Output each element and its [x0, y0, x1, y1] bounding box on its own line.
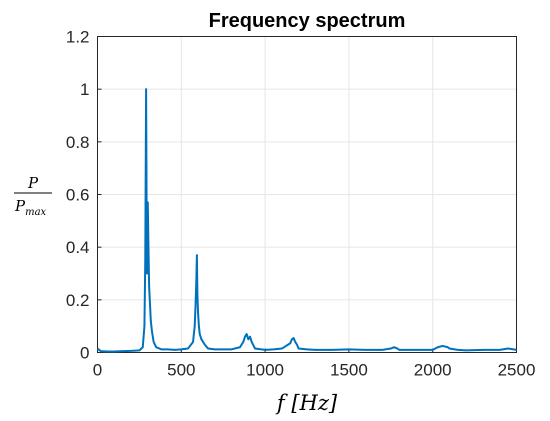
y-label-denominator-subscript: max: [25, 207, 46, 218]
y-label-denominator-base: P: [14, 197, 26, 215]
x-tick-label: 1000: [246, 361, 284, 380]
chart-title: Frequency spectrum: [209, 10, 406, 32]
axis-ticks: 0 500 1000 1500 2000 2500 0 0.2 0.4 0.6 0.8 1 1.2: [66, 28, 536, 380]
grid-lines: [97, 36, 517, 353]
y-tick-label: 0.2: [66, 291, 90, 310]
x-tick-label: 2000: [414, 361, 452, 380]
spectrum-line: [96, 88, 517, 353]
y-tick-label: 1.2: [66, 28, 90, 47]
y-tick-label: 0.4: [66, 238, 90, 257]
x-tick-label: 0: [93, 361, 102, 380]
y-tick-label: 1: [80, 80, 89, 99]
y-tick-label: 0.6: [66, 186, 90, 205]
x-tick-label: 1500: [330, 361, 368, 380]
y-label-numerator: P: [27, 174, 39, 192]
y-label-denominator: Pmax: [14, 197, 47, 218]
x-tick-label: 2500: [498, 361, 536, 380]
x-tick-label: 500: [167, 361, 195, 380]
y-axis-label: P Pmax: [14, 174, 52, 218]
y-tick-label: 0: [80, 344, 89, 363]
y-tick-label: 0.8: [66, 133, 90, 152]
x-axis-label: f [Hz]: [275, 391, 338, 415]
